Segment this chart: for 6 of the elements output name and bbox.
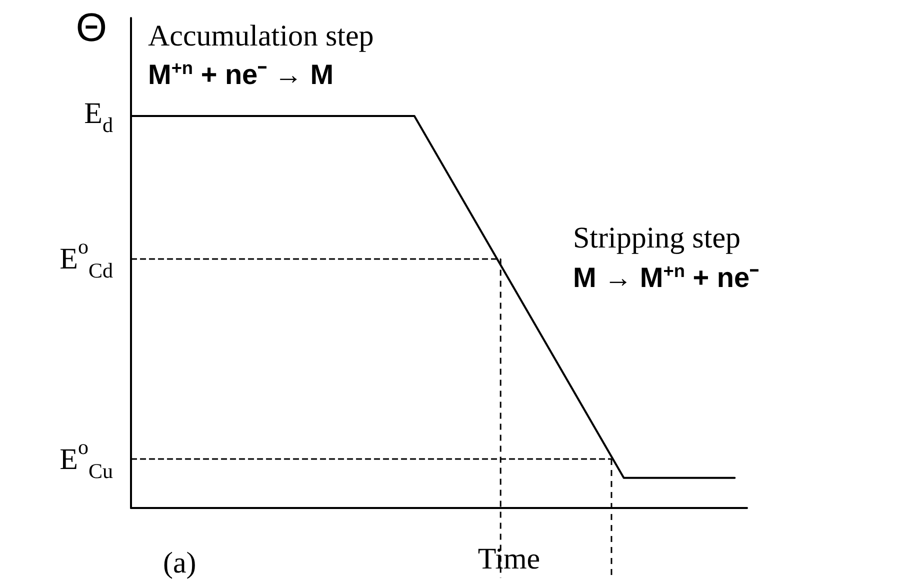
text: E$_{d}$ xyxy=(84,96,114,137)
annotation: Stripping step xyxy=(573,222,741,254)
x-axis-title: Time xyxy=(478,542,540,576)
text: (a) xyxy=(163,546,196,580)
text: Accumulation step xyxy=(148,20,374,52)
y-axis-title: Θ xyxy=(76,6,107,50)
